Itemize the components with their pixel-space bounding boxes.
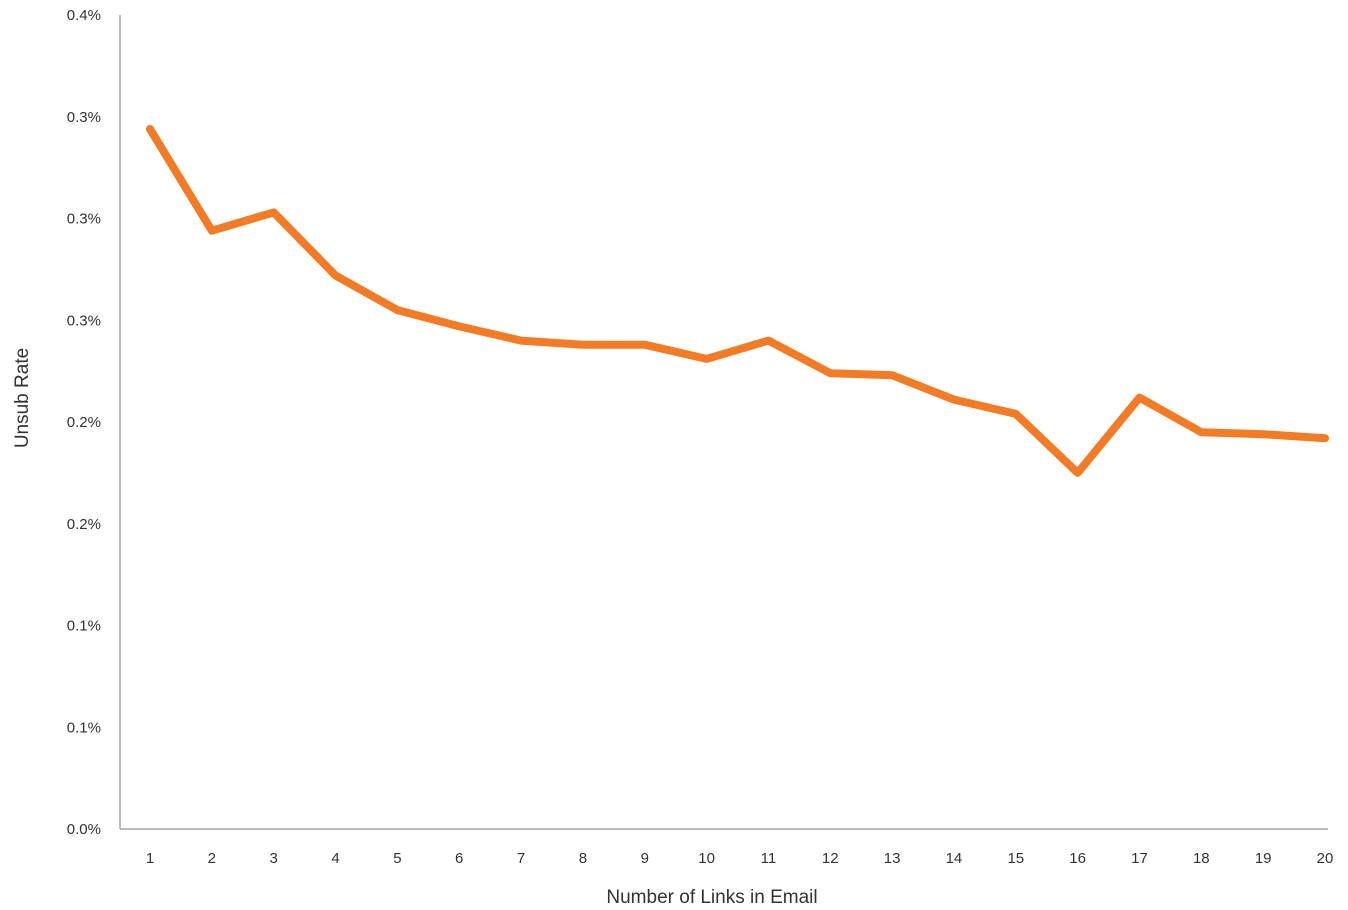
x-tick-label: 3 (270, 850, 278, 867)
y-axis-title: Unsub Rate (12, 348, 33, 448)
y-tick-label: 0.3% (67, 109, 101, 126)
x-tick-label: 16 (1069, 850, 1086, 867)
y-tick-label: 0.4% (67, 7, 101, 24)
y-tick-label: 0.2% (67, 516, 101, 533)
x-tick-label: 11 (761, 850, 777, 867)
x-tick-label: 1 (146, 850, 154, 867)
x-tick-label: 17 (1131, 850, 1148, 867)
y-tick-label: 0.1% (67, 719, 101, 736)
series-line (146, 125, 1329, 477)
x-tick-label: 6 (455, 850, 463, 867)
x-tick-label: 13 (884, 850, 901, 867)
y-tick-label: 0.3% (67, 211, 101, 228)
x-axis-title: Number of Links in Email (606, 887, 817, 908)
x-tick-label: 12 (822, 850, 839, 867)
x-tick-label: 15 (1007, 850, 1024, 867)
y-tick-label: 0.1% (67, 618, 101, 635)
x-tick-label: 8 (579, 850, 587, 867)
x-tick-label: 2 (208, 850, 216, 867)
y-tick-label: 0.3% (67, 312, 101, 329)
x-tick-label: 4 (331, 850, 339, 867)
x-tick-label: 20 (1317, 850, 1334, 867)
x-axis: 1 2 3 4 5 6 7 8 9 10 11 12 13 14 15 16 17 18 19 20 (120, 828, 1334, 867)
x-tick-label: 10 (698, 850, 715, 867)
y-tick-label: 0.0% (67, 821, 101, 838)
y-axis: 0.0% 0.1% 0.1% 0.2% 0.2% 0.3% 0.3% 0.3% 0.4% (67, 7, 121, 838)
x-tick-label: 19 (1255, 850, 1272, 867)
x-tick-label: 5 (393, 850, 401, 867)
x-tick-label: 7 (517, 850, 525, 867)
x-tick-label: 9 (641, 850, 649, 867)
y-tick-label: 0.2% (67, 414, 101, 431)
x-tick-label: 14 (946, 850, 963, 867)
x-tick-label: 18 (1193, 850, 1210, 867)
series-lines (146, 125, 1329, 477)
